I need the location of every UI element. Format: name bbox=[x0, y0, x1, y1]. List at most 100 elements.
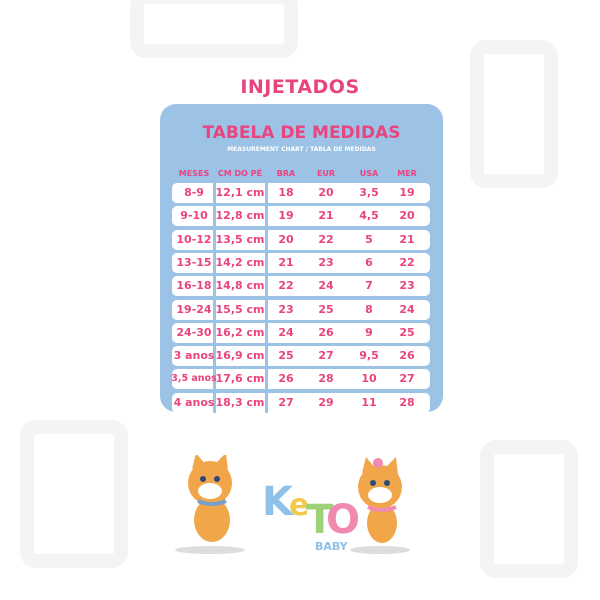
cell-cm-do-pe: 15,5 cm bbox=[215, 302, 265, 316]
column-divider bbox=[213, 369, 216, 390]
cell-meses: 8-9 bbox=[184, 186, 204, 199]
table-row: 24-30 16,2 cm 24 26 9 25 bbox=[172, 322, 430, 343]
column-divider bbox=[265, 346, 268, 367]
cell-bra: 27 bbox=[278, 395, 294, 409]
column-divider bbox=[213, 183, 216, 203]
cell-meses: 3 anos bbox=[173, 349, 215, 363]
page-heading: INJETADOS bbox=[240, 76, 360, 98]
table-row: 4 anos 18,3 cm 27 29 11 28 bbox=[172, 392, 430, 413]
svg-text:BABY: BABY bbox=[315, 540, 349, 553]
column-divider bbox=[265, 299, 268, 320]
table-row: 3,5 anos 17,6 cm 26 28 10 27 bbox=[171, 369, 430, 390]
cell-eur: 23 bbox=[318, 255, 334, 269]
cell-eur: 29 bbox=[318, 395, 334, 409]
column-divider bbox=[265, 252, 268, 273]
column-divider bbox=[265, 369, 268, 390]
cell-usa: 7 bbox=[365, 279, 373, 293]
background-decoration bbox=[470, 40, 558, 188]
column-divider bbox=[213, 392, 216, 413]
cell-mer: 23 bbox=[399, 279, 415, 293]
cell-eur: 26 bbox=[318, 325, 334, 339]
cell-eur: 20 bbox=[318, 186, 334, 199]
cell-meses: 4 anos bbox=[173, 395, 215, 409]
cat-mascot-left-icon bbox=[175, 455, 245, 554]
column-header-cm-do-pe: CM DO PÉ bbox=[217, 169, 263, 178]
cell-cm-do-pe: 17,6 cm bbox=[215, 372, 265, 386]
cell-eur: 21 bbox=[318, 209, 334, 223]
column-divider bbox=[265, 392, 268, 413]
cell-bra: 24 bbox=[278, 325, 294, 339]
cell-usa: 10 bbox=[361, 372, 377, 386]
cell-eur: 22 bbox=[318, 232, 334, 246]
background-decoration bbox=[480, 440, 578, 578]
cell-bra: 25 bbox=[278, 349, 294, 363]
cell-bra: 23 bbox=[278, 302, 294, 316]
column-divider bbox=[213, 346, 216, 367]
cell-eur: 27 bbox=[318, 349, 334, 363]
column-divider bbox=[213, 276, 216, 297]
cell-bra: 19 bbox=[278, 209, 294, 223]
background-decoration bbox=[20, 420, 128, 568]
cell-cm-do-pe: 14,2 cm bbox=[215, 255, 265, 269]
cell-usa: 9,5 bbox=[359, 349, 379, 363]
cell-mer: 21 bbox=[399, 232, 415, 246]
cell-meses: 9-10 bbox=[180, 209, 208, 223]
chart-title: TABELA DE MEDIDAS bbox=[202, 123, 401, 143]
svg-text:e: e bbox=[289, 488, 309, 523]
cell-usa: 9 bbox=[365, 325, 373, 339]
cell-usa: 5 bbox=[365, 232, 373, 246]
column-divider bbox=[213, 299, 216, 320]
cell-usa: 6 bbox=[365, 255, 373, 269]
cell-bra: 26 bbox=[278, 372, 294, 386]
table-row: 16-18 14,8 cm 22 24 7 23 bbox=[172, 276, 430, 297]
column-divider bbox=[265, 322, 268, 343]
cell-cm-do-pe: 14,8 cm bbox=[215, 279, 265, 293]
cell-bra: 20 bbox=[278, 232, 294, 246]
table-row: 13-15 14,2 cm 21 23 6 22 bbox=[172, 252, 430, 273]
cell-meses: 19-24 bbox=[176, 302, 212, 316]
column-header-meses: MESES bbox=[178, 169, 210, 178]
cell-mer: 26 bbox=[399, 349, 415, 363]
column-header-eur: EUR bbox=[316, 169, 336, 178]
cell-mer: 22 bbox=[399, 255, 415, 269]
cell-meses: 3,5 anos bbox=[171, 373, 217, 385]
cell-eur: 25 bbox=[318, 302, 334, 316]
column-header-mer: MER bbox=[397, 169, 417, 178]
cell-cm-do-pe: 16,9 cm bbox=[215, 349, 265, 363]
cell-cm-do-pe: 12,8 cm bbox=[215, 209, 265, 223]
cell-eur: 28 bbox=[318, 372, 334, 386]
cell-meses: 24-30 bbox=[176, 325, 212, 339]
cell-mer: 19 bbox=[399, 186, 415, 199]
column-divider bbox=[213, 252, 216, 273]
svg-text:O: O bbox=[326, 497, 360, 543]
cell-mer: 27 bbox=[399, 372, 415, 386]
table-row: 9-10 12,8 cm 19 21 4,5 20 bbox=[172, 206, 430, 227]
cell-usa: 11 bbox=[361, 395, 377, 409]
table-row: 10-12 13,5 cm 20 22 5 21 bbox=[172, 229, 430, 250]
cell-eur: 24 bbox=[318, 279, 334, 293]
brand-text: K e T O BABY bbox=[262, 479, 360, 553]
cell-cm-do-pe: 16,2 cm bbox=[215, 325, 265, 339]
cell-cm-do-pe: 13,5 cm bbox=[215, 232, 265, 246]
table-row: 19-24 15,5 cm 23 25 8 24 bbox=[172, 299, 430, 320]
column-divider bbox=[213, 322, 216, 343]
table-row: 3 anos 16,9 cm 25 27 9,5 26 bbox=[172, 346, 430, 367]
cell-mer: 24 bbox=[399, 302, 415, 316]
cell-usa: 8 bbox=[365, 302, 373, 316]
table-row: 8-9 12,1 cm 18 20 3,5 19 bbox=[172, 183, 430, 203]
chart-subtitle: MEASUREMENT CHART / TABLA DE MEDIDAS bbox=[227, 146, 376, 153]
cat-mascot-right-icon bbox=[350, 457, 410, 554]
svg-text:K: K bbox=[262, 479, 295, 525]
background-decoration bbox=[130, 0, 298, 58]
column-divider bbox=[265, 183, 268, 203]
cell-bra: 21 bbox=[278, 255, 294, 269]
cell-bra: 22 bbox=[278, 279, 294, 293]
cell-usa: 3,5 bbox=[359, 186, 379, 199]
cell-usa: 4,5 bbox=[359, 209, 379, 223]
column-divider bbox=[213, 206, 216, 227]
column-divider bbox=[265, 276, 268, 297]
svg-text:T: T bbox=[306, 497, 334, 543]
cell-mer: 20 bbox=[399, 209, 415, 223]
column-header-bra: BRA bbox=[276, 169, 296, 178]
column-header-usa: USA bbox=[359, 169, 379, 178]
